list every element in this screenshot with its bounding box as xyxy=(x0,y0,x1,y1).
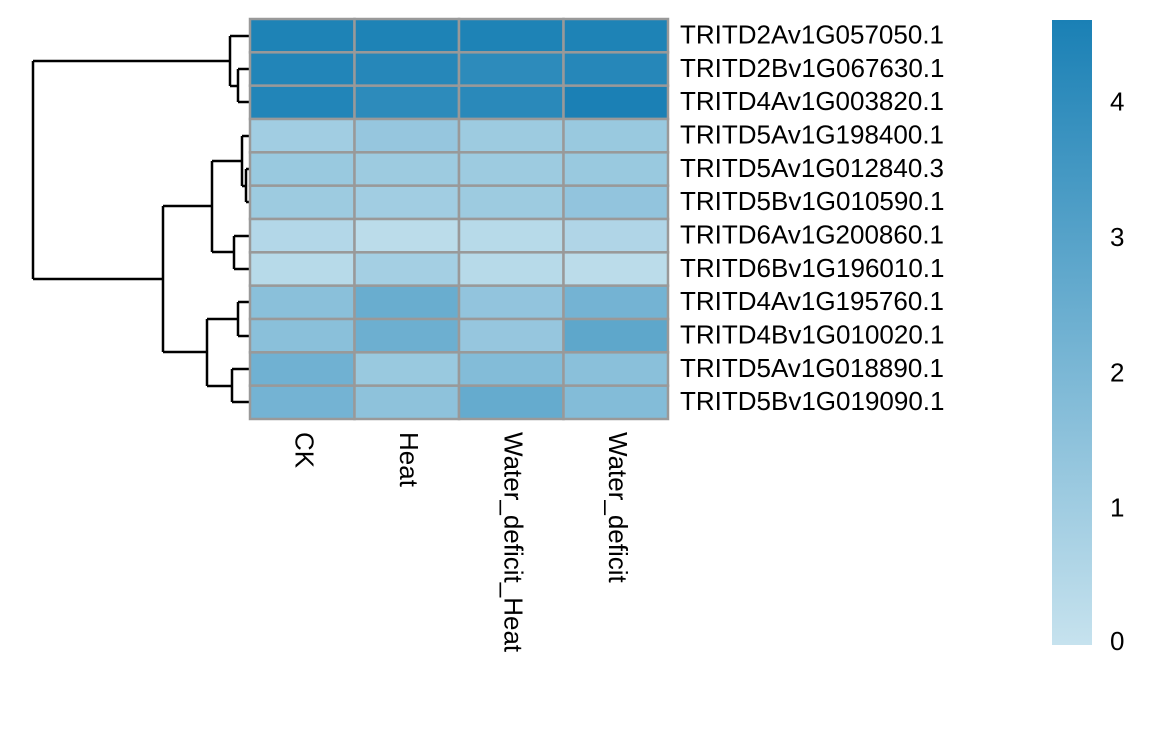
heatmap-cell xyxy=(562,51,670,87)
heatmap-cell xyxy=(353,151,461,187)
heatmap-cell xyxy=(248,351,356,387)
colorbar-tick-label: 4 xyxy=(1110,87,1124,117)
row-label: TRITD5Bv1G019090.1 xyxy=(680,386,944,416)
heatmap-cell xyxy=(248,217,356,254)
colorbar xyxy=(1052,20,1092,645)
heatmap-cell xyxy=(457,384,565,421)
heatmap-cell xyxy=(457,317,565,354)
heatmap-cell xyxy=(353,317,461,354)
heatmap-cell xyxy=(562,251,670,287)
row-label: TRITD4Bv1G010020.1 xyxy=(680,320,944,350)
heatmap-cell xyxy=(353,117,461,154)
heatmap-cell xyxy=(248,284,356,321)
row-label: TRITD2Av1G057050.1 xyxy=(680,20,944,50)
column-label: CK xyxy=(289,432,319,469)
heatmap-cell xyxy=(248,84,356,121)
heatmap-cell xyxy=(248,51,356,87)
colorbar-tick-label: 3 xyxy=(1110,222,1124,252)
colorbar-tick-label: 1 xyxy=(1110,493,1124,523)
row-label: TRITD5Av1G018890.1 xyxy=(680,353,944,383)
heatmap-cell xyxy=(562,84,670,121)
heatmap-cell xyxy=(562,284,670,321)
heatmap-cell xyxy=(353,384,461,421)
row-label: TRITD4Av1G003820.1 xyxy=(680,86,944,116)
heatmap-cell xyxy=(353,351,461,387)
heatmap-cell xyxy=(457,117,565,154)
heatmap-cell xyxy=(562,151,670,187)
colorbar-tick-label: 2 xyxy=(1110,357,1124,387)
heatmap-cell xyxy=(457,51,565,87)
heatmap-cell xyxy=(457,351,565,387)
row-label: TRITD5Av1G012840.3 xyxy=(680,153,944,183)
heatmap-cell xyxy=(562,117,670,154)
heatmap-cell xyxy=(562,17,670,54)
row-label: TRITD6Bv1G196010.1 xyxy=(680,253,944,283)
heatmap-cell xyxy=(248,117,356,154)
column-label: Heat xyxy=(394,432,424,488)
heatmap-cell xyxy=(457,184,565,221)
heatmap-cell xyxy=(248,251,356,287)
heatmap-cell xyxy=(353,217,461,254)
heatmap-cell xyxy=(562,384,670,421)
heatmap-cell xyxy=(353,251,461,287)
heatmap-cell xyxy=(248,151,356,187)
dendrogram xyxy=(31,34,250,404)
heatmap-cell xyxy=(457,84,565,121)
row-label: TRITD5Av1G198400.1 xyxy=(680,120,944,150)
heatmap-cell xyxy=(248,184,356,221)
heatmap-cell xyxy=(248,384,356,421)
row-label: TRITD2Bv1G067630.1 xyxy=(680,53,944,83)
row-label: TRITD6Av1G200860.1 xyxy=(680,220,944,250)
heatmap-cell xyxy=(248,17,356,54)
heatmap-cell xyxy=(353,17,461,54)
heatmap-cell xyxy=(353,84,461,121)
column-label: Water_deficit_Heat xyxy=(498,432,528,653)
heatmap-cell xyxy=(562,217,670,254)
heatmap-cell xyxy=(562,317,670,354)
column-label: Water_deficit xyxy=(603,432,633,584)
row-label: TRITD5Bv1G010590.1 xyxy=(680,186,944,216)
heatmap-cell xyxy=(457,217,565,254)
heatmap-cell xyxy=(353,51,461,87)
heatmap-cell xyxy=(248,317,356,354)
colorbar-tick-label: 0 xyxy=(1110,626,1124,656)
heatmap-cell xyxy=(562,351,670,387)
heatmap-cell xyxy=(457,151,565,187)
row-label: TRITD4Av1G195760.1 xyxy=(680,286,944,316)
heatmap-cell xyxy=(353,184,461,221)
heatmap-cell xyxy=(457,251,565,287)
heatmap-cell xyxy=(353,284,461,321)
heatmap-cell xyxy=(457,17,565,54)
heatmap-cell xyxy=(457,284,565,321)
heatmap-cell xyxy=(562,184,670,221)
